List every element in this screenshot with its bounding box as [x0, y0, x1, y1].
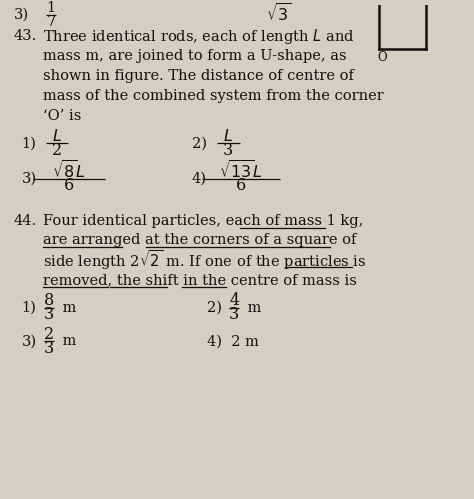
Text: ‘O’ is: ‘O’ is [43, 109, 82, 123]
Text: O: O [377, 51, 387, 64]
Text: 1): 1) [22, 136, 36, 150]
Text: side length 2$\sqrt{2}$ m. If one of the particles is: side length 2$\sqrt{2}$ m. If one of the… [43, 249, 367, 272]
Text: 6: 6 [64, 178, 74, 195]
Text: m: m [58, 334, 77, 348]
Text: m: m [243, 301, 262, 315]
Text: 7: 7 [46, 14, 56, 28]
Text: m: m [58, 301, 77, 315]
Text: 44.: 44. [14, 214, 37, 228]
Text: 3): 3) [22, 172, 37, 186]
Text: $L$: $L$ [223, 128, 233, 145]
Text: $\sqrt{8}L$: $\sqrt{8}L$ [52, 161, 86, 183]
Text: 6: 6 [236, 178, 246, 195]
Text: $\sqrt{13}L$: $\sqrt{13}L$ [219, 161, 263, 183]
Text: 8: 8 [44, 292, 55, 309]
Text: 3: 3 [223, 142, 234, 159]
Text: 3: 3 [44, 306, 55, 323]
Text: 43.: 43. [14, 29, 37, 43]
Text: $L$: $L$ [52, 128, 62, 145]
Text: 3): 3) [14, 7, 29, 21]
Text: 4): 4) [192, 172, 207, 186]
Text: shown in figure. The distance of centre of: shown in figure. The distance of centre … [43, 69, 354, 83]
Text: 3: 3 [229, 306, 239, 323]
Text: 4: 4 [229, 292, 239, 309]
Text: 2): 2) [207, 301, 222, 315]
Text: are arranged at the corners of a square of: are arranged at the corners of a square … [43, 234, 356, 248]
Text: Three identical rods, each of length $L$ and: Three identical rods, each of length $L$… [43, 27, 355, 46]
Text: mass of the combined system from the corner: mass of the combined system from the cor… [43, 89, 384, 103]
Text: 4)  2 m: 4) 2 m [207, 334, 258, 348]
Text: Four identical particles, each of mass 1 kg,: Four identical particles, each of mass 1… [43, 214, 364, 228]
Text: 2: 2 [52, 142, 62, 159]
Text: 1: 1 [46, 0, 56, 14]
Text: 3: 3 [44, 340, 55, 357]
Text: removed, the shift in the centre of mass is: removed, the shift in the centre of mass… [43, 273, 357, 287]
Text: mass m, are joined to form a U-shape, as: mass m, are joined to form a U-shape, as [43, 49, 347, 63]
Text: 3): 3) [22, 334, 37, 348]
Text: 2): 2) [192, 136, 207, 150]
Text: 2: 2 [44, 326, 54, 343]
Text: $\sqrt{3}$: $\sqrt{3}$ [266, 3, 292, 25]
Text: 1): 1) [22, 301, 36, 315]
